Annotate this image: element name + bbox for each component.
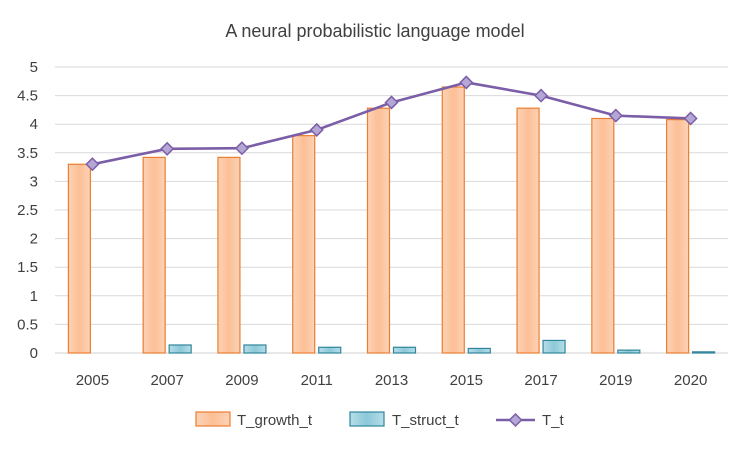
legend-swatch-t-t-marker — [508, 412, 523, 428]
x-tick-label: 2015 — [450, 372, 483, 389]
y-tick-label: 2.5 — [17, 202, 38, 219]
bar-t-struct — [168, 344, 192, 354]
bar-t-growth — [67, 163, 91, 354]
y-tick-label: 1 — [30, 288, 38, 305]
bar-t-struct — [617, 349, 641, 354]
marker-t-t — [309, 122, 324, 137]
x-tick-label: 2017 — [524, 372, 557, 389]
bar-t-struct — [392, 346, 417, 354]
marker-t-t — [160, 141, 175, 156]
marker-t-t — [533, 88, 549, 103]
x-tick-label: 2009 — [225, 372, 258, 389]
y-tick-label: 5 — [30, 59, 38, 76]
marker-t-t — [683, 111, 698, 126]
marker-t-t — [384, 95, 399, 110]
legend-label-t-t: T_t — [542, 412, 565, 429]
x-tick-label: 2007 — [150, 372, 183, 389]
y-tick-label: 0.5 — [17, 316, 38, 333]
y-tick-label: 4.5 — [17, 88, 38, 105]
bar-t-growth — [142, 156, 166, 354]
bar-t-growth — [292, 135, 316, 354]
bar-t-struct — [467, 347, 491, 354]
marker-t-t — [234, 141, 250, 156]
y-tick-label: 4 — [30, 116, 38, 133]
legend-label-t-struct: T_struct_t — [392, 412, 460, 429]
x-tick-label: 2005 — [76, 372, 109, 389]
y-tick-label: 1.5 — [17, 259, 38, 276]
x-tick-label: 2019 — [599, 372, 632, 389]
bar-t-struct — [692, 351, 716, 354]
x-tick-label: 2013 — [375, 372, 408, 389]
legend-swatch-t-growth — [195, 411, 231, 427]
bar-t-struct — [243, 344, 267, 354]
y-tick-label: 3 — [30, 173, 38, 190]
x-tick-label: 2011 — [301, 372, 333, 389]
bar-t-growth — [217, 156, 241, 354]
marker-t-t — [608, 108, 623, 123]
bar-t-struct — [542, 339, 566, 354]
bar-t-growth — [591, 117, 615, 354]
legend-label-t-growth: T_growth_t — [237, 412, 313, 429]
legend-swatch-t-struct — [349, 411, 385, 427]
marker-t-t — [459, 75, 474, 90]
bar-t-growth — [516, 107, 540, 354]
y-tick-label: 2 — [30, 231, 38, 248]
marker-t-t — [85, 157, 100, 172]
y-tick-label: 3.5 — [17, 145, 38, 162]
bar-t-growth — [441, 86, 465, 354]
y-tick-label: 0 — [30, 345, 38, 362]
bar-t-growth — [366, 107, 391, 354]
bar-t-growth — [666, 119, 690, 354]
x-tick-label: 2020 — [674, 372, 707, 389]
chart-title: A neural probabilistic language model — [225, 21, 524, 41]
bar-t-struct — [318, 346, 342, 354]
